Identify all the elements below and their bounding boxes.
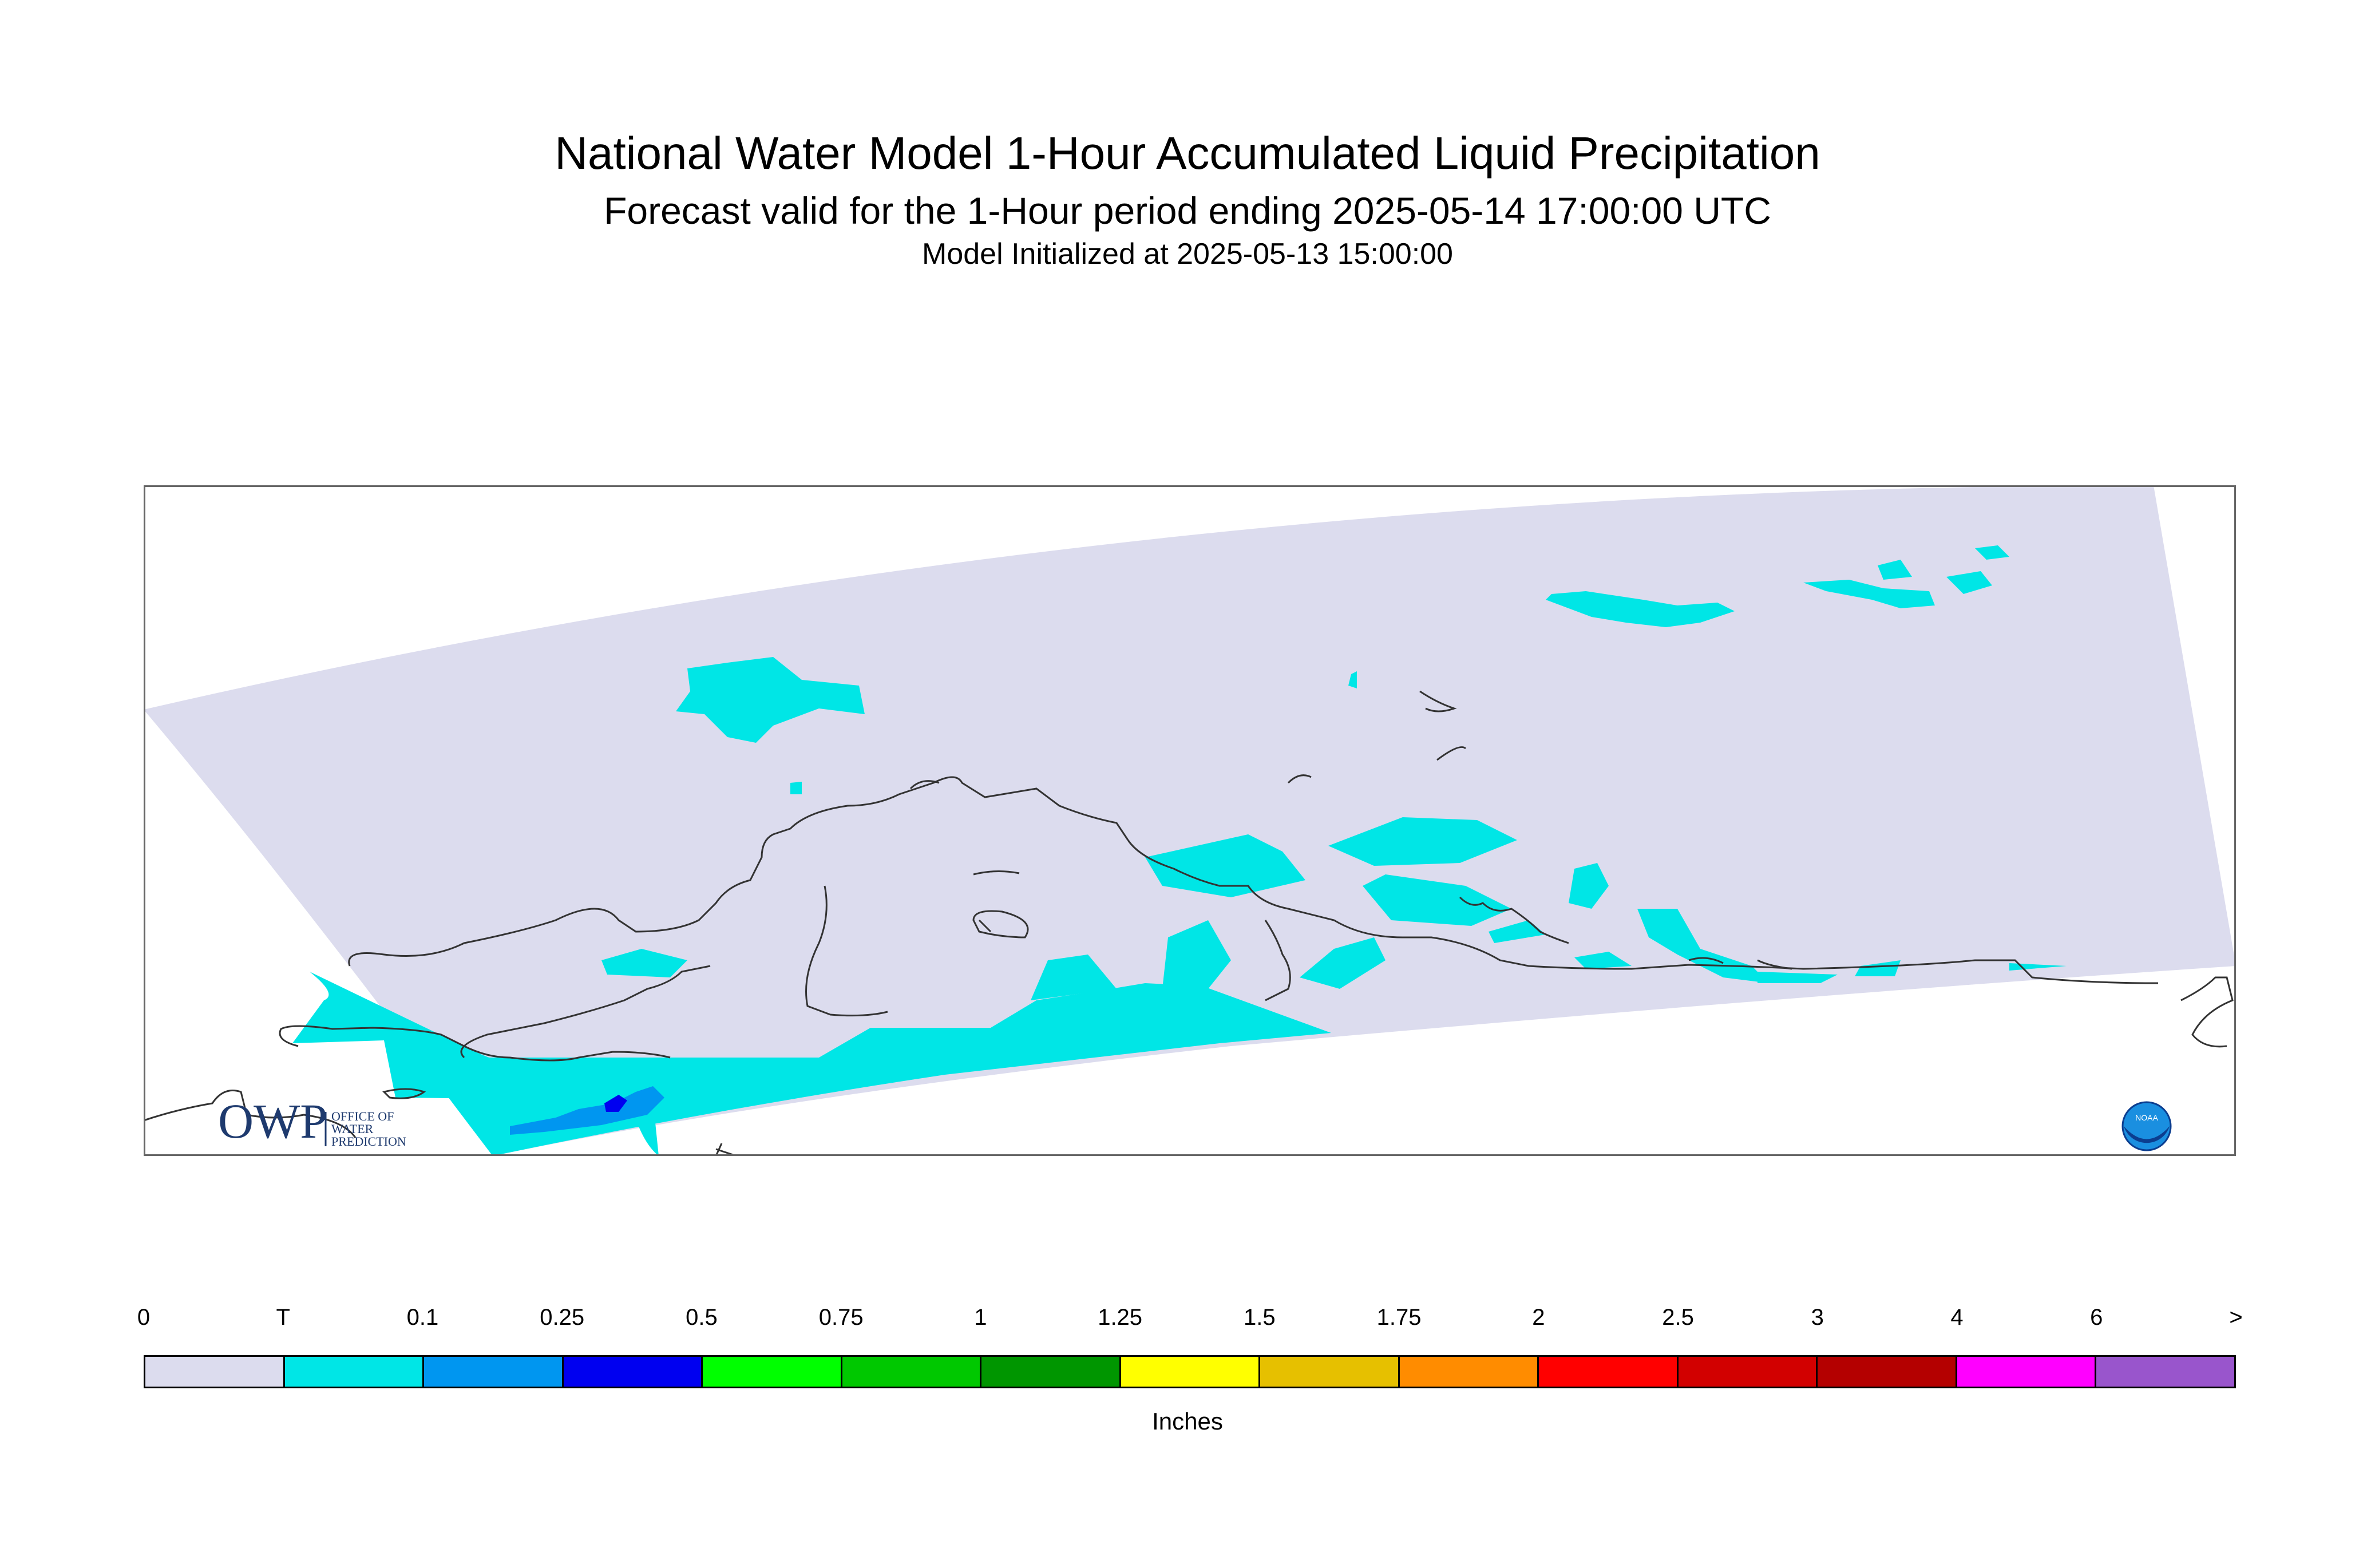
svg-text:OFFICE OF: OFFICE OF [331,1109,394,1123]
color-legend: 0 T 0.1 0.25 0.5 0.75 1 1.25 1.5 1.75 2 2.5 3 4 6 > Inc… [0,1305,2375,1454]
legend-colorbar [144,1355,2236,1388]
legend-swatch [981,1357,1121,1387]
legend-tick-label: 1 [974,1305,987,1330]
legend-swatch [1818,1357,1957,1387]
legend-tick-label: 1.75 [1376,1305,1422,1330]
legend-tick-label: 4 [1950,1305,1964,1330]
svg-text:OWP: OWP [218,1094,327,1149]
legend-tick-label: 0.75 [818,1305,864,1330]
legend-units: Inches [1152,1408,1223,1435]
legend-swatch [1957,1357,2097,1387]
legend-tick-label: 2 [1532,1305,1545,1330]
legend-swatch [703,1357,842,1387]
legend-tick-label: 2.5 [1662,1305,1694,1330]
legend-tick-label: 6 [2090,1305,2103,1330]
svg-text:WATER: WATER [331,1122,374,1136]
svg-text:PREDICTION: PREDICTION [331,1134,406,1149]
legend-swatch [424,1357,564,1387]
legend-tick-label: 1.5 [1244,1305,1276,1330]
legend-swatch [1678,1357,1818,1387]
legend-swatch [1399,1357,1539,1387]
svg-text:NOAA: NOAA [2135,1113,2158,1122]
map-subtitle: Forecast valid for the 1-Hour period end… [604,189,1771,232]
legend-swatch [1260,1357,1400,1387]
legend-swatch [1539,1357,1679,1387]
coastlines [144,690,2234,1156]
legend-tick-label: 0.5 [686,1305,718,1330]
init-time: Model Initialized at 2025-05-13 15:00:00 [922,237,1453,271]
legend-swatch [145,1357,285,1387]
legend-tick-label: > [2229,1305,2243,1330]
map-frame [144,485,2236,1156]
legend-swatch [284,1357,425,1387]
legend-swatch [842,1357,982,1387]
legend-swatch [563,1357,703,1387]
legend-tick-label: 0 [137,1305,151,1330]
precip-moderate-area [604,1095,627,1112]
precipitation-map: OWP OFFICE OF WATER PREDICTION NOAA [144,485,2236,1156]
model-domain [144,485,2236,1156]
map-title: National Water Model 1-Hour Accumulated … [555,128,1820,179]
legend-tick-label: 3 [1811,1305,1824,1330]
legend-tick-label: 0.1 [406,1305,439,1330]
legend-tick-label: 0.25 [540,1305,585,1330]
legend-tick-label: 1.25 [1098,1305,1143,1330]
legend-swatch [1121,1357,1261,1387]
precip-light-areas [510,1086,664,1135]
owp-logo: OWP OFFICE OF WATER PREDICTION [218,1094,406,1149]
legend-swatch [2096,1357,2234,1387]
legend-tick-label: T [276,1305,290,1330]
noaa-logo: NOAA [2121,1101,2172,1151]
